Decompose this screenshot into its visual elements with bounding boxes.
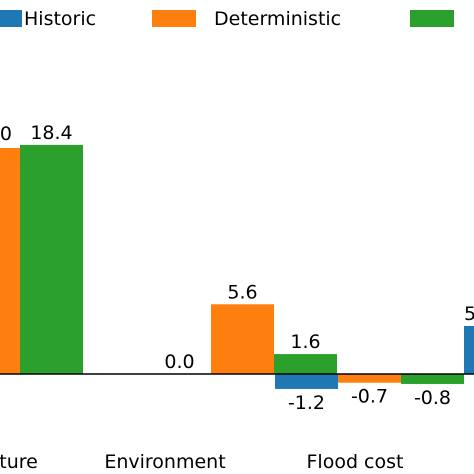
value-label-series-3-environment: 1.6 [290,331,320,353]
value-label-deterministic-environment: 5.6 [227,281,257,303]
value-label-partial-right: 5 [464,303,474,325]
bar-series-3-environment [274,354,337,374]
bar-historic-partial-right [464,326,474,374]
legend-label-historic: Historic [24,8,96,30]
bar-series-3-flood-cost [401,374,464,384]
bar-deterministic-partial-left [0,148,20,374]
bar-series-3-lture [20,144,83,374]
value-label-series-3-flood-cost: -0.8 [414,387,451,409]
bar-deterministic-environment [211,304,274,374]
tick-label-flood-cost: Flood cost [307,451,404,473]
value-label-historic-environment: 0.0 [164,351,194,373]
value-label-deterministic-flood-cost: -0.7 [351,386,388,408]
bar-historic-flood-cost [275,374,338,389]
legend: Historic Deterministic [0,8,454,30]
value-labels: 18.4 0.0 5.6 1.6 -1.2 -0.7 -0.8 0 5 [0,122,474,414]
value-label-historic-flood-cost: -1.2 [288,392,325,414]
legend-swatch-historic [0,10,22,27]
bar-deterministic-flood-cost [338,374,401,383]
tick-label-lture: lture [0,451,38,473]
value-label-series-3-lture: 18.4 [30,122,72,144]
value-label-partial-left: 0 [0,123,12,145]
legend-swatch-deterministic [152,10,196,27]
category-tick-labels: lture Environment Flood cost [0,451,403,473]
tick-label-environment: Environment [104,451,225,473]
legend-label-deterministic: Deterministic [214,8,341,30]
bars [0,144,474,389]
legend-swatch-series-3 [410,10,454,27]
